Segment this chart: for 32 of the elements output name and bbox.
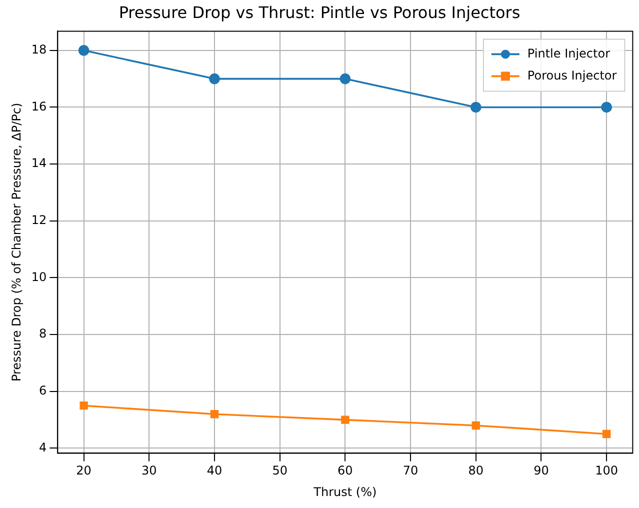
x-tick-label: 60 (338, 464, 353, 478)
legend-label: Pintle Injector (527, 46, 610, 60)
x-tick-label: 90 (534, 464, 549, 478)
y-tick-label: 12 (31, 213, 47, 228)
point (602, 430, 611, 438)
y-axis-title: Pressure Drop (% of Chamber Pressure, ΔP/Pc) (9, 102, 24, 382)
chart-title: Pressure Drop vs Thrust: Pintle vs Porous Injectors (118, 2, 520, 22)
point (210, 410, 219, 418)
x-tick-label: 70 (402, 464, 418, 478)
x-tick-label: 20 (76, 464, 92, 478)
x-axis-title: Thrust (%) (312, 484, 377, 499)
point (341, 416, 350, 424)
y-tick-label: 8 (39, 326, 47, 341)
y-tick-label: 16 (31, 99, 47, 114)
point (209, 73, 220, 84)
point (80, 402, 88, 410)
x-tick-label: 80 (468, 464, 484, 478)
y-tick-label: 14 (31, 156, 47, 170)
legend-label: Porous Injector (527, 68, 617, 82)
y-tick-label: 4 (39, 440, 47, 454)
x-tick-label: 100 (595, 464, 618, 478)
point (78, 44, 90, 56)
x-tick-label: 30 (142, 464, 157, 478)
point (472, 421, 480, 430)
x-tick-label: 40 (206, 464, 222, 478)
point (340, 73, 351, 84)
y-tick-label: 18 (31, 42, 47, 57)
y-tick-label: 10 (31, 270, 47, 284)
point (601, 102, 612, 113)
x-tick-label: 50 (272, 464, 288, 478)
y-tick-label: 6 (39, 384, 47, 398)
point (470, 102, 482, 113)
